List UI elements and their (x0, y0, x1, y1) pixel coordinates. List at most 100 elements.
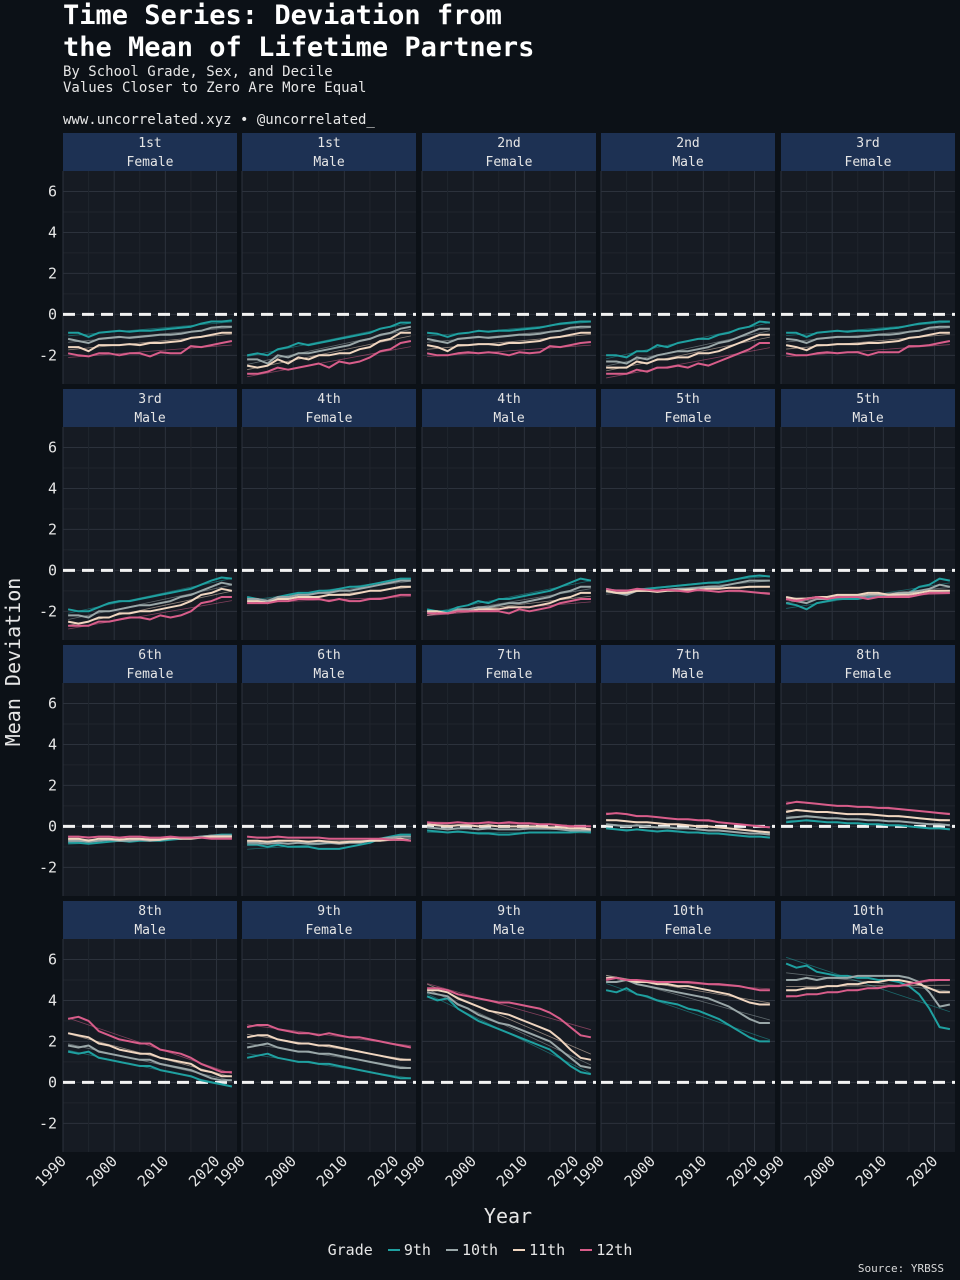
series-line-9th (786, 320, 950, 338)
series-line-9th (67, 1050, 233, 1088)
series-line-10th (246, 1042, 411, 1069)
x-tick-label: 2000 (83, 1152, 121, 1190)
panel-2nd-male: 2nd Male (600, 133, 775, 384)
series-line-12th (606, 812, 770, 829)
series-line-11th (427, 989, 592, 1061)
series-line-11th (68, 331, 232, 353)
facet-strip (63, 645, 237, 683)
panel-3rd-female: 3rd Female (780, 133, 955, 384)
series-line-11th (247, 585, 411, 605)
legend-key-12th (580, 1248, 593, 1251)
facet-strip (601, 901, 775, 939)
series-line-10th (426, 585, 591, 615)
panel-2nd-female: 2nd Female (421, 133, 596, 384)
y-tick-label: 2 (48, 1032, 57, 1050)
series-line-12th (68, 835, 232, 840)
facet-label-sex: Female (845, 155, 892, 170)
series-line-10th (606, 979, 770, 1024)
panel-background (63, 683, 237, 896)
series-line-9th (427, 320, 591, 338)
series-line-9th (785, 962, 951, 1031)
trend-line-12th (68, 600, 232, 630)
series-line-11th (246, 331, 411, 369)
x-tick-label: 2010 (493, 1152, 531, 1190)
facet-label-decile: 7th (497, 648, 520, 663)
facet-strip (781, 133, 955, 171)
x-tick-label: 2010 (134, 1152, 172, 1190)
facet-strip (63, 133, 237, 171)
panel-7th-male: 7th Male (600, 645, 775, 896)
series-line-12th (426, 341, 591, 357)
series-line-9th (605, 987, 770, 1043)
series-line-11th (606, 976, 770, 1006)
legend-title: Grade (327, 1240, 373, 1259)
facet-strip (422, 389, 596, 427)
facet-label-decile: 1st (317, 136, 340, 151)
series-line-9th (246, 1052, 411, 1080)
facet-label-decile: 9th (317, 904, 340, 919)
panel-4th-male: 4th Male (421, 389, 596, 640)
facet-label-sex: Female (665, 923, 712, 938)
x-tick-label: 2000 (801, 1152, 839, 1190)
facet-strip (422, 133, 596, 171)
facet-label-sex: Male (134, 411, 165, 426)
panel-8th-female: 8th Female (780, 645, 955, 896)
series-line-12th (67, 340, 233, 358)
legend-key-10th (445, 1248, 458, 1251)
series-line-11th (427, 823, 591, 831)
series-line-10th (785, 325, 950, 344)
y-tick-label: 0 (48, 561, 57, 579)
series-line-12th (786, 979, 950, 998)
series-line-9th (606, 320, 771, 359)
series-line-12th (247, 593, 411, 605)
series-line-10th (606, 823, 771, 836)
panel-6th-female: 6th Female -2 0 2 4 6 (39, 645, 237, 896)
series-line-11th (606, 333, 770, 369)
x-tick-label: 2000 (262, 1152, 300, 1190)
series-line-12th (605, 587, 770, 595)
legend-label-11th: 11th (529, 1240, 566, 1259)
series-line-11th (606, 819, 770, 834)
series-line-10th (426, 991, 592, 1069)
series-line-11th (785, 331, 950, 352)
facet-strip (422, 645, 596, 683)
facet-strip (422, 901, 596, 939)
facet-label-sex: Male (134, 923, 165, 938)
trend-line-9th (785, 956, 951, 1013)
facet-strip (781, 645, 955, 683)
facet-strip (63, 389, 237, 427)
y-tick-label: 6 (48, 438, 57, 456)
panel-background (601, 427, 775, 640)
series-line-12th (606, 342, 770, 375)
series-line-9th (427, 829, 591, 836)
panel-4th-female: 4th Female (241, 389, 416, 640)
trend-line-11th (606, 336, 770, 372)
series-line-10th (247, 325, 412, 365)
facet-label-decile: 2nd (497, 136, 520, 151)
chart-title: Time Series: Deviation from the Mean of … (63, 0, 535, 63)
y-tick-label: 6 (48, 950, 57, 968)
y-axis-title: Mean Deviation (1, 578, 25, 747)
panel-1st-male: 1st Male (241, 133, 416, 384)
facet-strip (601, 645, 775, 683)
facet-label-sex: Male (852, 411, 883, 426)
facet-label-decile: 5th (676, 392, 699, 407)
series-line-10th (785, 815, 950, 827)
facet-label-sex: Female (665, 411, 712, 426)
legend-label-10th: 10th (461, 1240, 499, 1259)
facet-strip (63, 901, 237, 939)
panel-background (781, 683, 955, 896)
series-line-10th (67, 1044, 232, 1082)
series-line-12th (605, 976, 770, 992)
series-line-9th (67, 576, 233, 613)
panel-background (601, 939, 775, 1152)
legend-label-9th: 9th (403, 1240, 431, 1259)
facet-label-sex: Male (852, 923, 883, 938)
legend: Grade 9th 10th 11th 12th (0, 1240, 960, 1259)
series-line-12th (247, 340, 412, 375)
series-line-12th (785, 591, 950, 603)
facet-label-decile: 7th (676, 648, 699, 663)
x-tick-label: 2010 (852, 1152, 890, 1190)
